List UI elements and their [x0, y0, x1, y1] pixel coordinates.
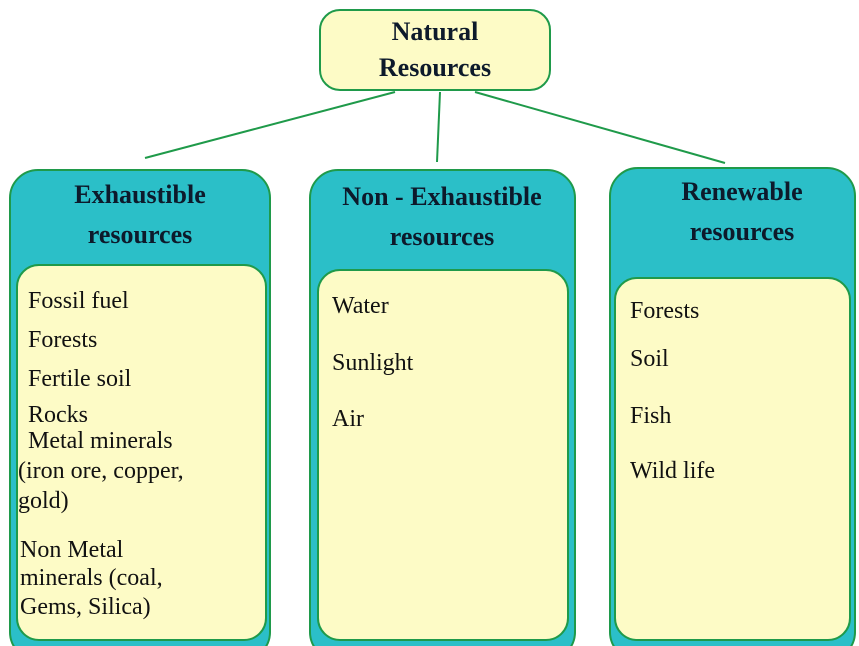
column-item: gold) [18, 488, 69, 514]
column-item: Rocks [28, 402, 88, 428]
column-item: Wild life [630, 458, 715, 484]
column-item: (iron ore, copper, [18, 458, 184, 484]
column-item: Water [332, 293, 389, 319]
column-item: Fertile soil [28, 366, 132, 392]
column-title: resources [390, 222, 494, 251]
column-content-box [317, 269, 569, 641]
column-item: Fish [630, 403, 671, 429]
column-title: resources [88, 220, 192, 249]
column-item: Forests [28, 327, 97, 353]
connector [144, 91, 396, 159]
root-title: Resources [379, 53, 491, 82]
column-item: Forests [630, 298, 699, 324]
root-box [319, 9, 551, 91]
column-item: minerals (coal, [20, 565, 163, 591]
connector [474, 91, 726, 164]
column-item: Soil [630, 346, 669, 372]
column-item: Sunlight [332, 350, 414, 376]
column-title: Non - Exhaustible [342, 182, 541, 211]
column-item: Gems, Silica) [20, 594, 151, 620]
column-title: Renewable [681, 177, 802, 206]
column-content-box [16, 264, 267, 641]
column-title: Exhaustible [74, 180, 206, 209]
column-content-box [614, 277, 851, 641]
root-title: Natural [392, 17, 479, 46]
column-item: Metal minerals [28, 428, 173, 454]
connector [436, 91, 441, 163]
column-item: Non Metal [20, 537, 124, 563]
column-item: Fossil fuel [28, 288, 129, 314]
column-item: Air [332, 406, 364, 432]
column-title: resources [690, 217, 794, 246]
